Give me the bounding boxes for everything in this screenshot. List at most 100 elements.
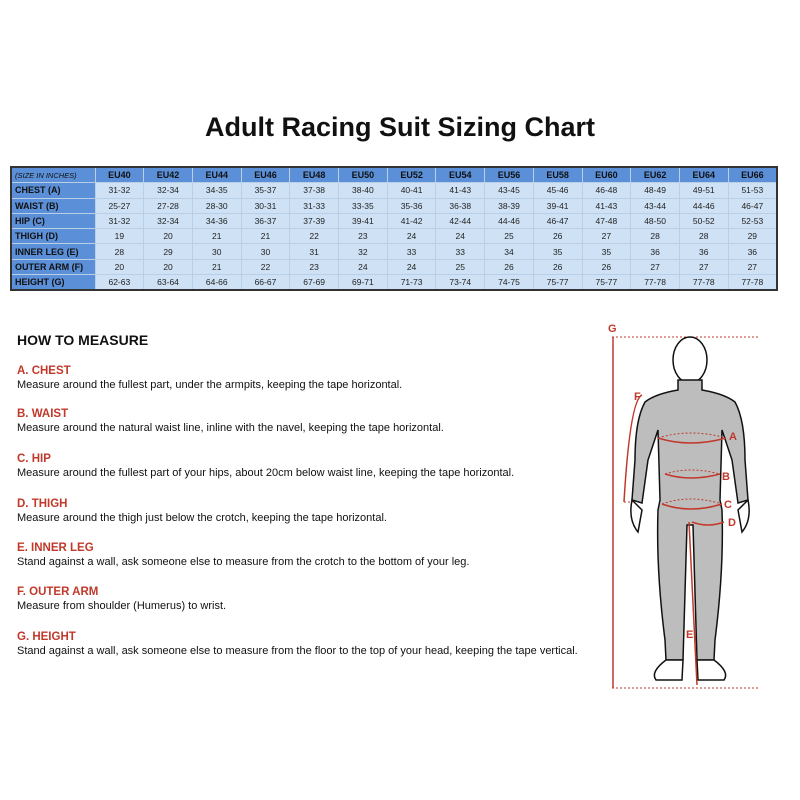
table-cell: 22 [289,228,340,245]
table-cell: 41-43 [435,182,486,199]
size-header: EU62 [630,166,680,184]
size-header: EU52 [386,166,437,184]
how-to-measure-heading: HOW TO MEASURE [17,332,149,348]
table-row: WAIST (B) 25-27 27-28 28-30 30-31 31-33 33-35 3… [10,197,778,214]
table-cell: 19 [94,228,145,245]
table-row: INNER LEG (E) 28 29 30 30 31 32 33 33 34 35 35 36 36 3… [10,243,778,260]
table-cell: 22 [240,258,291,276]
measure-heading: G. HEIGHT [17,631,76,643]
table-cell: 25 [435,258,486,276]
table-cell: 64-66 [191,274,242,291]
table-cell: 75-77 [532,274,583,291]
table-cell: 34 [484,243,534,260]
table-cell: 21 [240,228,291,245]
table-cell: 77-78 [630,274,680,291]
table-row: CHEST (A) 31-32 32-34 34-35 35-37 37-38 38-40 4… [10,182,778,199]
table-cell: 26 [532,228,583,245]
size-header: EU64 [678,166,729,184]
table-cell: 20 [143,228,193,245]
measure-item: G. HEIGHT Stand against a wall, ask someo… [17,630,578,658]
table-cell: 25 [484,228,534,245]
table-cell: 20 [94,258,145,276]
label-a: A [729,431,737,443]
row-label: WAIST (B) [10,197,96,214]
table-cell: 28 [94,243,145,260]
table-cell: 33-35 [338,197,388,214]
row-label: HEIGHT (G) [10,274,96,291]
size-header: EU58 [532,166,583,184]
size-header: EU42 [143,166,193,184]
row-label: CHEST (A) [10,182,96,199]
measure-item: C. HIP Measure around the fullest part of… [17,452,514,480]
table-cell: 30 [191,243,242,260]
table-cell: 21 [191,228,242,245]
measure-description: Stand against a wall, ask someone else t… [17,645,578,657]
table-cell: 52-53 [727,212,778,230]
size-table: (SIZE IN INCHES) EU40 EU42 EU44 EU46 EU48 EU50… [10,166,778,292]
size-header: EU66 [727,166,778,184]
table-row: THIGH (D) 19 20 21 21 22 23 24 24 25 26 27 28 28 29 [10,228,778,245]
table-cell: 37-39 [289,212,340,230]
label-g: G [608,323,617,335]
measure-heading: B. WAIST [17,408,69,420]
table-cell: 26 [484,258,534,276]
table-cell: 32-34 [143,182,193,199]
table-cell: 32 [338,243,388,260]
row-label: OUTER ARM (F) [10,258,96,276]
table-cell: 24 [338,258,388,276]
table-cell: 27 [678,258,729,276]
table-cell: 24 [386,228,437,245]
table-cell: 40-41 [386,182,437,199]
table-cell: 36-37 [240,212,291,230]
label-d: D [728,517,736,529]
table-cell: 28 [630,228,680,245]
table-cell: 31 [289,243,340,260]
table-cell: 35 [532,243,583,260]
table-cell: 31-33 [289,197,340,214]
row-label: HIP (C) [10,212,96,230]
table-cell: 24 [386,258,437,276]
label-f: F [634,391,641,403]
table-cell: 63-64 [143,274,193,291]
table-cell: 36 [678,243,729,260]
units-label: (SIZE IN INCHES) [10,166,96,184]
table-cell: 69-71 [338,274,388,291]
table-cell: 38-39 [484,197,534,214]
table-cell: 62-63 [94,274,145,291]
table-cell: 51-53 [727,182,778,199]
table-cell: 28 [678,228,729,245]
measure-heading: D. THIGH [17,498,68,510]
table-cell: 31-32 [94,182,145,199]
measure-description: Stand against a wall, ask someone else t… [17,556,470,568]
table-cell: 77-78 [727,274,778,291]
label-b: B [722,471,730,483]
size-header: EU50 [338,166,388,184]
table-cell: 45-46 [532,182,583,199]
measure-item: B. WAIST Measure around the natural waist… [17,407,444,435]
table-cell: 21 [191,258,242,276]
table-cell: 27 [630,258,680,276]
measure-description: Measure around the thigh just below the … [17,512,387,524]
table-cell: 35 [581,243,632,260]
table-cell: 47-48 [581,212,632,230]
body-silhouette [630,336,750,681]
table-cell: 27-28 [143,197,193,214]
size-header: EU48 [289,166,340,184]
measure-item: D. THIGH Measure around the thigh just be… [17,497,387,525]
measure-description: Measure around the natural waist line, i… [17,422,444,434]
measure-heading: A. CHEST [17,365,71,377]
table-cell: 39-41 [338,212,388,230]
measure-description: Measure around the fullest part of your … [17,467,515,479]
table-cell: 38-40 [338,182,388,199]
table-cell: 32-34 [143,212,193,230]
label-c: C [724,499,732,511]
table-cell: 36-38 [435,197,486,214]
table-cell: 23 [289,258,340,276]
table-row: HEIGHT (G) 62-63 63-64 64-66 66-67 67-69 69-71… [10,274,778,291]
table-cell: 41-42 [386,212,437,230]
table-cell: 67-69 [289,274,340,291]
size-header: EU60 [581,166,632,184]
size-header: EU54 [435,166,486,184]
table-cell: 24 [435,228,486,245]
table-cell: 71-73 [386,274,437,291]
